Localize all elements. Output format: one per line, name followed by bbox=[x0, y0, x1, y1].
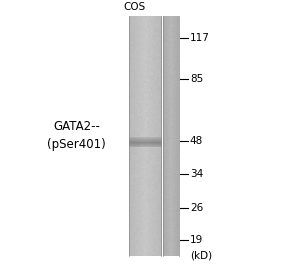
Text: GATA2--: GATA2-- bbox=[53, 120, 100, 133]
Text: 34: 34 bbox=[190, 169, 203, 180]
Text: 48: 48 bbox=[190, 136, 203, 146]
Text: (kD): (kD) bbox=[190, 251, 212, 261]
Text: 85: 85 bbox=[190, 74, 203, 84]
Text: COS: COS bbox=[123, 2, 145, 12]
Text: (pSer401): (pSer401) bbox=[47, 138, 106, 151]
Text: 19: 19 bbox=[190, 235, 203, 245]
Text: 117: 117 bbox=[190, 33, 210, 43]
Text: 26: 26 bbox=[190, 203, 203, 213]
